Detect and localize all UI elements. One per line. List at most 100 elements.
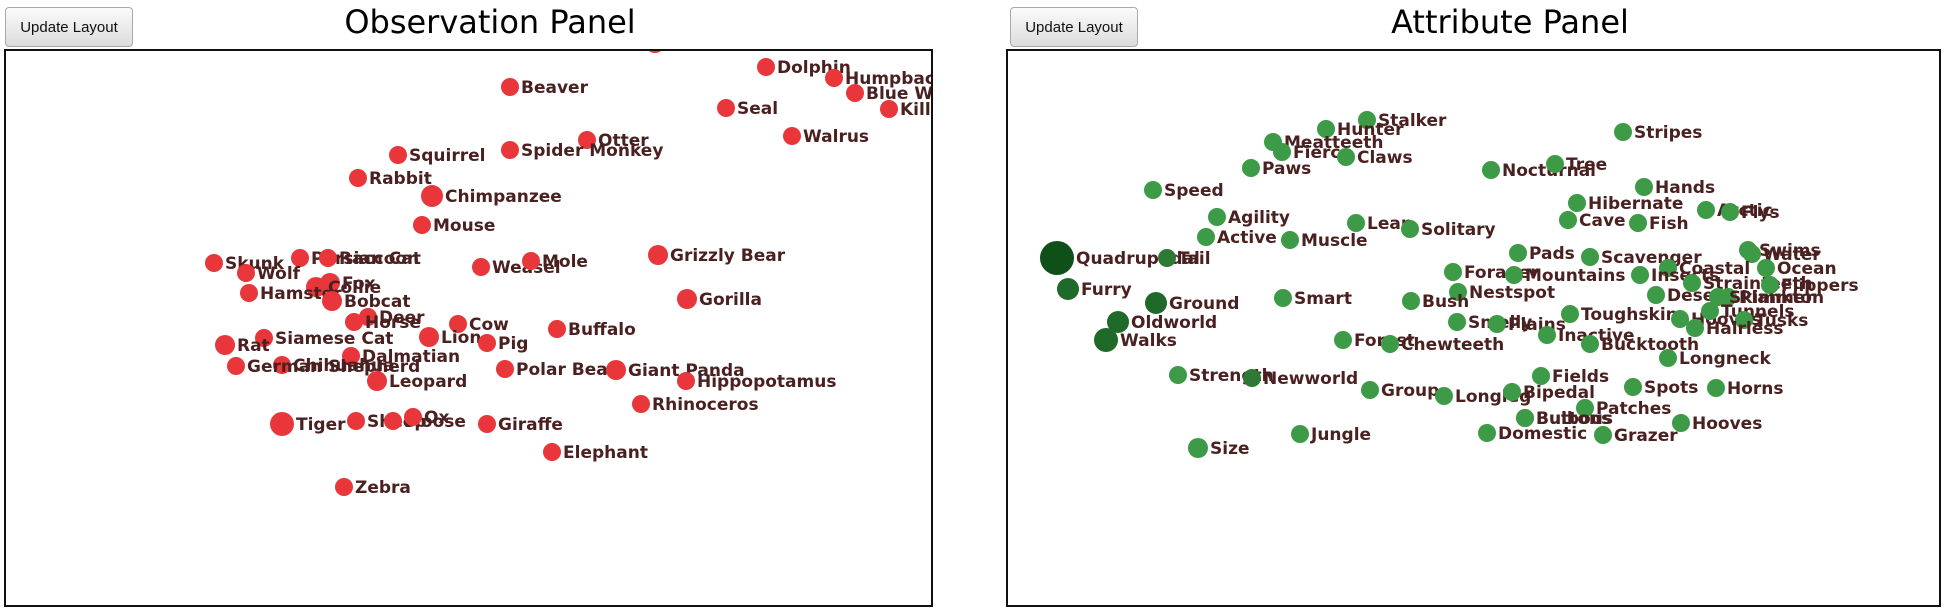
attribute-node-stripes[interactable]: Stripes xyxy=(1614,123,1702,143)
attribute-node-fish[interactable]: Fish xyxy=(1629,214,1689,234)
attribute-node-marker[interactable] xyxy=(1546,155,1564,173)
attribute-node-marker[interactable] xyxy=(1721,203,1739,221)
observation-node-marker[interactable] xyxy=(205,254,223,272)
attribute-node-solitary[interactable]: Solitary xyxy=(1401,220,1496,240)
attribute-node-coastal[interactable]: Coastal xyxy=(1659,259,1750,279)
attribute-node-grazer[interactable]: Grazer xyxy=(1594,426,1678,446)
attribute-node-tree[interactable]: Tree xyxy=(1546,155,1607,175)
observation-node-rabbit[interactable]: Rabbit xyxy=(349,169,432,189)
attribute-node-marker[interactable] xyxy=(1273,143,1291,161)
attribute-node-marker[interactable] xyxy=(1538,326,1556,344)
attribute-node-marker[interactable] xyxy=(1337,148,1355,166)
observation-graph[interactable]: BatDolphinHumpback WhaleBlue WhaleKiller… xyxy=(6,51,931,605)
attribute-node-nestspot[interactable]: Nestspot xyxy=(1449,283,1555,303)
attribute-node-group[interactable]: Group xyxy=(1361,381,1439,401)
observation-node-persian-cat[interactable]: Persian Cat xyxy=(291,249,421,269)
observation-node-marker[interactable] xyxy=(319,249,337,267)
observation-node-marker[interactable] xyxy=(578,131,596,149)
attribute-node-spots[interactable]: Spots xyxy=(1624,378,1698,398)
observation-node-marker[interactable] xyxy=(404,408,422,426)
observation-node-marker[interactable] xyxy=(384,412,402,430)
attribute-node-marker[interactable] xyxy=(1701,302,1719,320)
attribute-node-marker[interactable] xyxy=(1435,387,1453,405)
attribute-node-tusks[interactable]: Tusks xyxy=(1735,311,1808,331)
observation-node-marker[interactable] xyxy=(419,327,439,347)
attribute-node-marker[interactable] xyxy=(1614,123,1632,141)
attribute-node-marker[interactable] xyxy=(1482,161,1500,179)
observation-node-seal[interactable]: Seal xyxy=(717,99,778,119)
observation-node-wolf[interactable]: Wolf xyxy=(237,264,301,284)
observation-node-leopard[interactable]: Leopard xyxy=(367,371,467,392)
attribute-node-marker[interactable] xyxy=(1094,328,1118,352)
attribute-node-marker[interactable] xyxy=(1672,414,1690,432)
observation-node-marker[interactable] xyxy=(359,308,377,326)
attribute-node-marker[interactable] xyxy=(1057,278,1079,300)
observation-node-horse[interactable]: Horse xyxy=(345,313,421,333)
observation-node-walrus[interactable]: Walrus xyxy=(783,127,869,147)
attribute-node-marker[interactable] xyxy=(1347,214,1365,232)
observation-node-marker[interactable] xyxy=(240,284,258,302)
attribute-node-marker[interactable] xyxy=(1505,266,1523,284)
attribute-node-marker[interactable] xyxy=(1735,311,1753,329)
attribute-node-hands[interactable]: Hands xyxy=(1635,178,1715,198)
attribute-node-marker[interactable] xyxy=(1624,378,1642,396)
attribute-node-patches[interactable]: Patches xyxy=(1576,399,1671,419)
attribute-node-bipedal[interactable]: Bipedal xyxy=(1503,383,1595,403)
attribute-node-marker[interactable] xyxy=(1761,276,1779,294)
observation-node-marker[interactable] xyxy=(347,412,365,430)
attribute-node-chewteeth[interactable]: Chewteeth xyxy=(1381,335,1504,355)
observation-node-dalmatian[interactable]: Dalmatian xyxy=(342,347,460,367)
attribute-node-fields[interactable]: Fields xyxy=(1532,367,1609,387)
attribute-node-marker[interactable] xyxy=(1594,426,1612,444)
observation-node-deer[interactable]: Deer xyxy=(359,308,425,328)
attribute-node-marker[interactable] xyxy=(1448,313,1466,331)
attribute-node-longneck[interactable]: Longneck xyxy=(1659,349,1771,369)
attribute-update-layout-button[interactable]: Update Layout xyxy=(1010,7,1138,47)
attribute-node-domestic[interactable]: Domestic xyxy=(1478,424,1587,444)
attribute-node-marker[interactable] xyxy=(1381,335,1399,353)
attribute-node-marker[interactable] xyxy=(1401,220,1419,238)
attribute-node-scavenger[interactable]: Scavenger xyxy=(1581,248,1702,268)
attribute-node-marker[interactable] xyxy=(1631,266,1649,284)
observation-node-marker[interactable] xyxy=(496,360,514,378)
observation-node-marker[interactable] xyxy=(880,100,898,118)
observation-node-chihuahua[interactable]: Chihuahua xyxy=(273,356,395,376)
observation-node-marker[interactable] xyxy=(367,371,387,391)
attribute-panel[interactable]: Stalker Hunter Meatteeth Fierce Claws Stripes… xyxy=(1006,49,1941,607)
observation-node-marker[interactable] xyxy=(501,141,519,159)
attribute-node-marker[interactable] xyxy=(1743,245,1761,263)
attribute-node-marker[interactable] xyxy=(1516,409,1534,427)
attribute-node-marker[interactable] xyxy=(1188,438,1208,458)
observation-node-marker[interactable] xyxy=(421,185,443,207)
attribute-node-bucktooth[interactable]: Bucktooth xyxy=(1581,335,1699,355)
observation-node-tiger[interactable]: Tiger xyxy=(270,412,346,436)
attribute-node-marker[interactable] xyxy=(1659,349,1677,367)
attribute-node-marker[interactable] xyxy=(1576,399,1594,417)
attribute-node-marker[interactable] xyxy=(1647,286,1665,304)
observation-node-marker[interactable] xyxy=(227,357,245,375)
attribute-node-marker[interactable] xyxy=(1358,111,1376,129)
observation-node-marker[interactable] xyxy=(215,335,235,355)
attribute-node-pads[interactable]: Pads xyxy=(1509,244,1575,264)
observation-node-beaver[interactable]: Beaver xyxy=(501,78,589,98)
attribute-node-jungle[interactable]: Jungle xyxy=(1291,425,1371,445)
observation-node-pig[interactable]: Pig xyxy=(478,334,528,354)
observation-node-elephant[interactable]: Elephant xyxy=(543,443,648,463)
observation-node-marker[interactable] xyxy=(345,313,363,331)
observation-node-marker[interactable] xyxy=(648,245,668,265)
observation-node-marker[interactable] xyxy=(342,347,360,365)
observation-node-lion[interactable]: Lion xyxy=(419,327,481,348)
observation-node-siamese-cat[interactable]: Siamese Cat xyxy=(255,329,393,349)
attribute-node-paws[interactable]: Paws xyxy=(1242,159,1311,179)
attribute-node-furry[interactable]: Furry xyxy=(1057,278,1132,300)
observation-node-collie[interactable]: Collie xyxy=(306,277,381,298)
attribute-node-nocturnal[interactable]: Nocturnal xyxy=(1482,161,1596,181)
observation-node-marker[interactable] xyxy=(291,249,309,267)
attribute-node-marker[interactable] xyxy=(1568,194,1586,212)
observation-node-marker[interactable] xyxy=(677,289,697,309)
observation-node-marker[interactable] xyxy=(237,264,255,282)
observation-node-marker[interactable] xyxy=(270,412,294,436)
observation-node-marker[interactable] xyxy=(548,320,566,338)
attribute-node-hairless[interactable]: Hairless xyxy=(1686,319,1784,339)
attribute-node-marker[interactable] xyxy=(1559,211,1577,229)
